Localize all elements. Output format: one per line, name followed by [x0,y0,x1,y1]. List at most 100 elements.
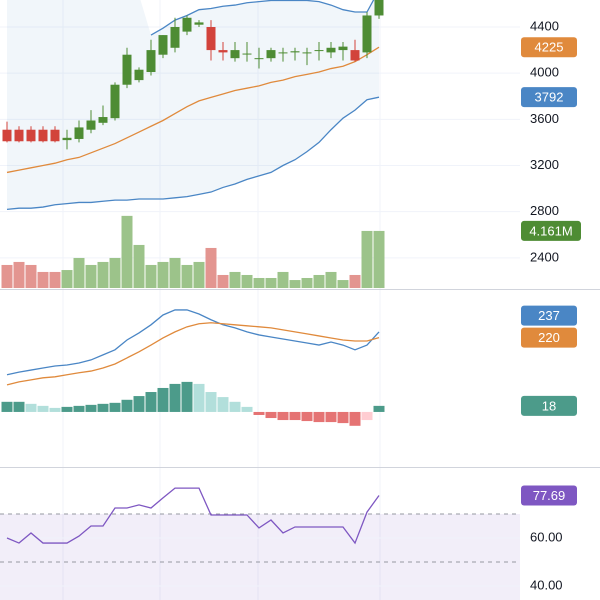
histogram-bar [97,403,109,412]
histogram-bar [241,406,253,412]
volume-bar [313,274,325,288]
value-badge [521,327,577,348]
value-badge [521,220,581,241]
candle-body [86,120,96,130]
macd-pane [1,309,385,426]
value-badge [521,395,577,416]
macd-line [6,309,380,376]
band-fill [7,0,379,210]
histogram-bar [349,411,361,426]
volume-bar [121,215,133,288]
candle-body [134,69,144,81]
value-badge-label: 77.69 [533,488,566,503]
candle-body [122,54,132,85]
candle-body [290,51,300,53]
volume-bar [265,277,277,288]
candle-body [14,129,24,142]
volume-bar [205,247,217,288]
histogram-bar [301,411,313,422]
value-badge [521,87,577,108]
histogram-bar [37,405,49,412]
candle-body [50,129,60,142]
volume-bar [25,264,37,288]
histogram-bar [133,396,145,412]
histogram-bar [337,411,349,424]
value-badge [521,485,577,506]
candle-body [242,53,252,55]
volume-bar [61,270,73,288]
histogram-bar [73,405,85,412]
volume-bar [157,261,169,288]
volume-bar [145,264,157,288]
y-tick-label: 40.00 [530,577,563,592]
candle-body [254,58,264,60]
price-pane [0,0,520,288]
candle-body [74,127,84,139]
histogram-bar [205,392,217,412]
candle-body [314,50,324,52]
histogram-bar [157,387,169,412]
volume-bar [301,277,313,288]
candle-body [374,0,384,16]
volume-bar [181,264,193,288]
histogram-bar [289,411,301,421]
histogram-bar [61,406,73,412]
upper-band [150,0,375,36]
histogram-bar [253,411,265,415]
volume-bar [49,271,61,288]
candle-body [2,129,12,142]
histogram-bar [121,399,133,412]
y-tick-label: 4400 [530,18,559,33]
volume-bar [217,274,229,288]
candle-body [302,52,312,54]
histogram-bar [277,411,289,421]
y-tick-label: 60.00 [530,529,563,544]
histogram-bar [145,392,157,412]
histogram-bar [313,411,325,423]
value-badge-label: 4.161M [529,223,572,238]
candle-body [158,35,168,55]
y-tick-label: 2400 [530,249,559,264]
candle-body [146,50,156,73]
y-tick-label: 2800 [530,203,559,218]
candle-body [110,84,120,119]
histogram-bar [25,403,37,412]
histogram-bar [325,411,337,423]
candle-body [170,27,180,48]
volume-bar [277,271,289,288]
candle-body [278,52,288,54]
value-badge-label: 3792 [535,90,564,105]
histogram-bar [181,381,193,412]
volume-bar [97,261,109,288]
candle-body [230,50,240,59]
histogram-bar [85,404,97,412]
value-badge [521,305,577,326]
volume-bar [13,261,25,288]
volume-bar [349,274,361,288]
histogram-bar [373,405,385,412]
candle-body [326,47,336,53]
volume-bar [325,271,337,288]
rsi-line [6,487,380,545]
rsi-pane [0,487,520,600]
y-tick-label: 4000 [530,65,559,80]
candle-body [206,27,216,51]
candle-body [218,50,228,53]
volume-bar [373,230,385,288]
histogram-bar [169,383,181,412]
volume-bar [193,261,205,288]
candle-body [62,137,72,141]
candle-body [98,117,108,123]
histogram-bar [361,411,373,421]
candle-body [350,50,360,61]
volume-bar [253,277,265,288]
volume-bar [169,257,181,288]
volume-bar [109,257,121,288]
volume-bar [133,244,145,288]
candle-body [362,15,372,53]
value-badge [521,37,577,58]
candle-body [182,17,192,32]
candle-body [338,46,348,51]
